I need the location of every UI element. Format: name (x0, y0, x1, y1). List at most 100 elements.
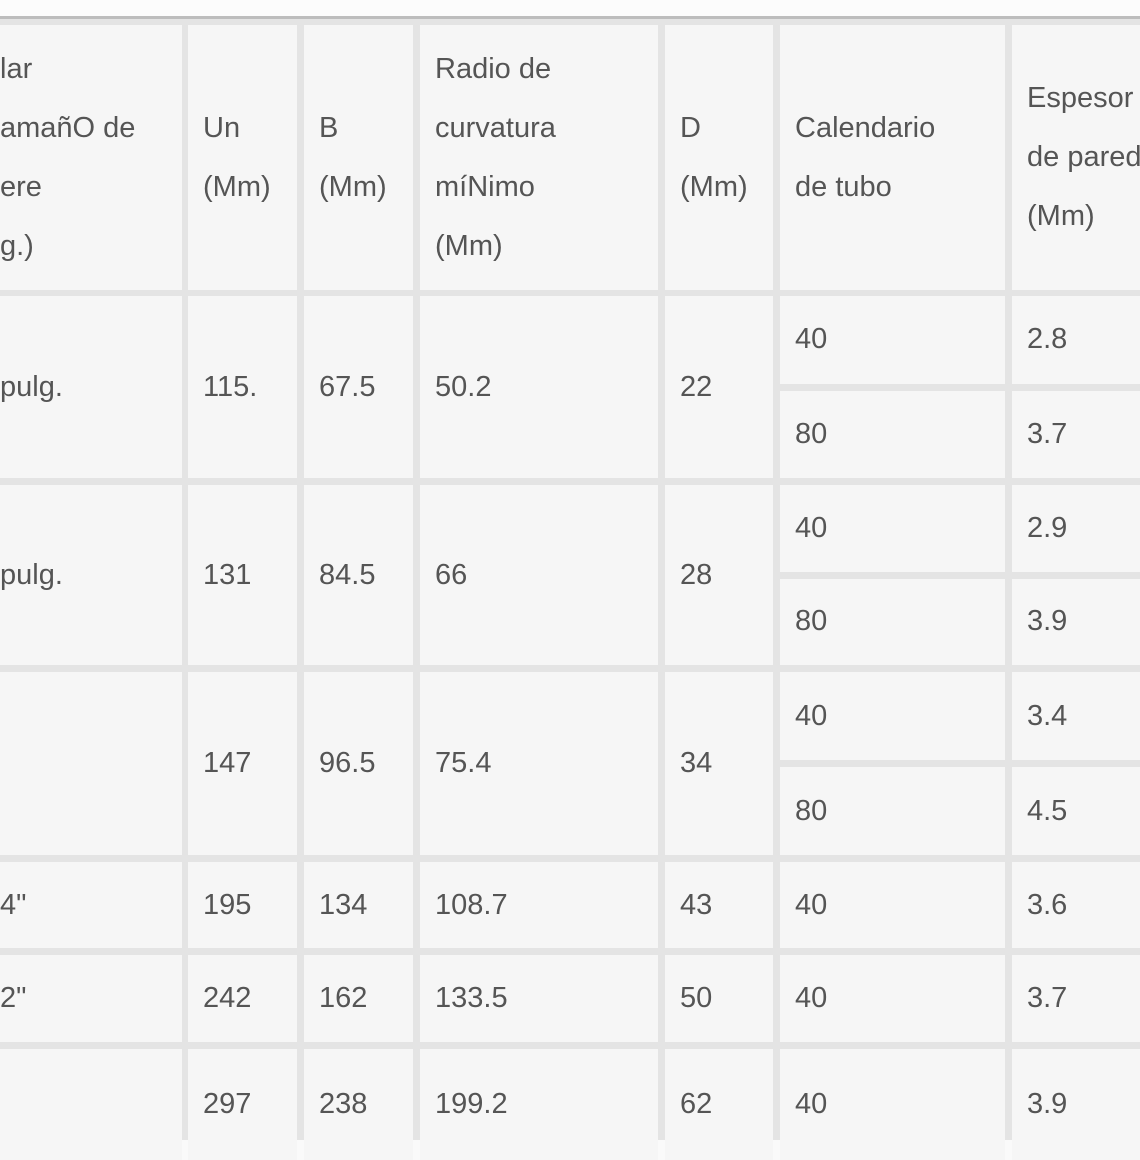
header-a-text: Un (Mm) (203, 111, 271, 203)
cell-a: 195 (188, 862, 297, 948)
header-b-text: B (Mm) (319, 111, 387, 203)
cell-schedule: 40 (780, 1049, 1005, 1160)
cell-size: pulg. (0, 485, 182, 665)
cell-wall-text: 2.9 (1027, 511, 1068, 544)
cell-d: 22 (665, 296, 773, 478)
cell-a-text: 115. (203, 370, 258, 403)
cell-schedule-text: 40 (795, 323, 828, 356)
cell-schedule: 40 (780, 485, 1005, 572)
cell-a: 131 (188, 485, 297, 665)
top-border (0, 0, 1140, 19)
header-schedule-text: Calendario de tubo (795, 111, 936, 203)
cell-b: 134 (304, 862, 413, 948)
cell-wall: 4.5 (1012, 767, 1140, 855)
cell-size: 4" (0, 862, 182, 948)
cell-b-text: 96.5 (319, 747, 376, 779)
cell-d-text: 28 (680, 558, 713, 591)
cell-wall-text: 3.9 (1027, 605, 1068, 638)
cell-d-text: 62 (680, 1088, 713, 1120)
cell-size (0, 672, 182, 855)
cell-schedule: 40 (780, 672, 1005, 760)
cell-a: 115. (188, 296, 297, 478)
cell-wall: 2.8 (1012, 296, 1140, 384)
header-size: lar amañO de ere g.) (0, 25, 182, 290)
cell-d: 50 (665, 955, 773, 1042)
cell-a-text: 131 (203, 558, 252, 591)
cell-schedule: 40 (780, 955, 1005, 1042)
pipe-dimensions-table: lar amañO de ere g.) Un (Mm) B (Mm) Radio … (0, 19, 1140, 1160)
cell-radius-text: 75.4 (435, 747, 492, 779)
cell-schedule-text: 40 (795, 1088, 828, 1120)
cell-schedule: 40 (780, 862, 1005, 948)
cell-a: 242 (188, 955, 297, 1042)
cell-schedule: 80 (780, 578, 1005, 665)
cell-schedule-text: 40 (795, 888, 828, 921)
cell-d: 43 (665, 862, 773, 948)
cell-wall-text: 3.9 (1027, 1088, 1068, 1120)
cell-wall: 3.9 (1012, 1049, 1140, 1160)
cell-radius: 133.5 (420, 955, 658, 1042)
cell-b-text: 84.5 (319, 558, 376, 591)
cell-d: 62 (665, 1049, 773, 1160)
cell-d-text: 34 (680, 747, 713, 779)
cell-radius: 75.4 (420, 672, 658, 855)
cell-radius-text: 133.5 (435, 982, 508, 1014)
cell-a-text: 147 (203, 747, 252, 779)
cell-b-text: 162 (319, 982, 368, 1014)
cell-radius: 50.2 (420, 296, 658, 478)
cell-wall-text: 4.5 (1027, 794, 1068, 827)
cell-wall-text: 2.8 (1027, 323, 1068, 356)
cell-size-text: 4" (0, 888, 27, 921)
cell-schedule-text: 80 (795, 794, 828, 827)
cell-wall: 3.7 (1012, 955, 1140, 1042)
cell-radius-text: 199.2 (435, 1088, 508, 1120)
cell-b: 162 (304, 955, 413, 1042)
cell-radius: 199.2 (420, 1049, 658, 1160)
cell-size-text: 2" (0, 982, 27, 1014)
cell-schedule-text: 40 (795, 982, 828, 1014)
cell-d: 34 (665, 672, 773, 855)
header-d-text: D (Mm) (680, 111, 748, 203)
header-d: D (Mm) (665, 25, 773, 290)
cell-size: 2" (0, 955, 182, 1042)
cell-b: 67.5 (304, 296, 413, 478)
cell-schedule-text: 40 (795, 511, 828, 544)
cell-d: 28 (665, 485, 773, 665)
cell-b: 238 (304, 1049, 413, 1160)
cell-size-text: pulg. (0, 370, 63, 403)
header-schedule: Calendario de tubo (780, 25, 1005, 290)
cell-wall: 3.6 (1012, 862, 1140, 948)
cell-schedule-text: 80 (795, 605, 828, 638)
cell-radius-text: 66 (435, 558, 468, 591)
cell-size-text: pulg. (0, 558, 63, 591)
cell-d-text: 22 (680, 370, 713, 403)
cell-radius-text: 50.2 (435, 370, 492, 403)
cell-a: 297 (188, 1049, 297, 1160)
cell-a-text: 195 (203, 888, 252, 921)
header-a: Un (Mm) (188, 25, 297, 290)
cell-wall-text: 3.4 (1027, 699, 1068, 732)
header-wall-text: Espesor de pared (Mm) (1027, 82, 1140, 232)
cell-wall: 3.9 (1012, 578, 1140, 665)
cell-a-text: 297 (203, 1088, 252, 1120)
cell-wall-text: 3.7 (1027, 982, 1068, 1014)
cell-a: 147 (188, 672, 297, 855)
header-min-radius-text: Radio de curvatura míNimo (Mm) (435, 52, 556, 262)
cell-a-text: 242 (203, 982, 252, 1014)
cell-schedule: 80 (780, 390, 1005, 478)
cell-size (0, 1049, 182, 1160)
cell-radius: 66 (420, 485, 658, 665)
cell-wall-text: 3.7 (1027, 417, 1068, 450)
cell-schedule: 40 (780, 296, 1005, 384)
cell-b-text: 238 (319, 1088, 368, 1120)
header-b: B (Mm) (304, 25, 413, 290)
cell-schedule-text: 80 (795, 417, 828, 450)
cell-d-text: 43 (680, 888, 713, 921)
cell-wall: 3.4 (1012, 672, 1140, 760)
cell-schedule-text: 40 (795, 699, 828, 732)
cell-b-text: 67.5 (319, 370, 376, 403)
cell-b: 96.5 (304, 672, 413, 855)
cell-radius: 108.7 (420, 862, 658, 948)
cell-b: 84.5 (304, 485, 413, 665)
cell-b-text: 134 (319, 888, 368, 921)
